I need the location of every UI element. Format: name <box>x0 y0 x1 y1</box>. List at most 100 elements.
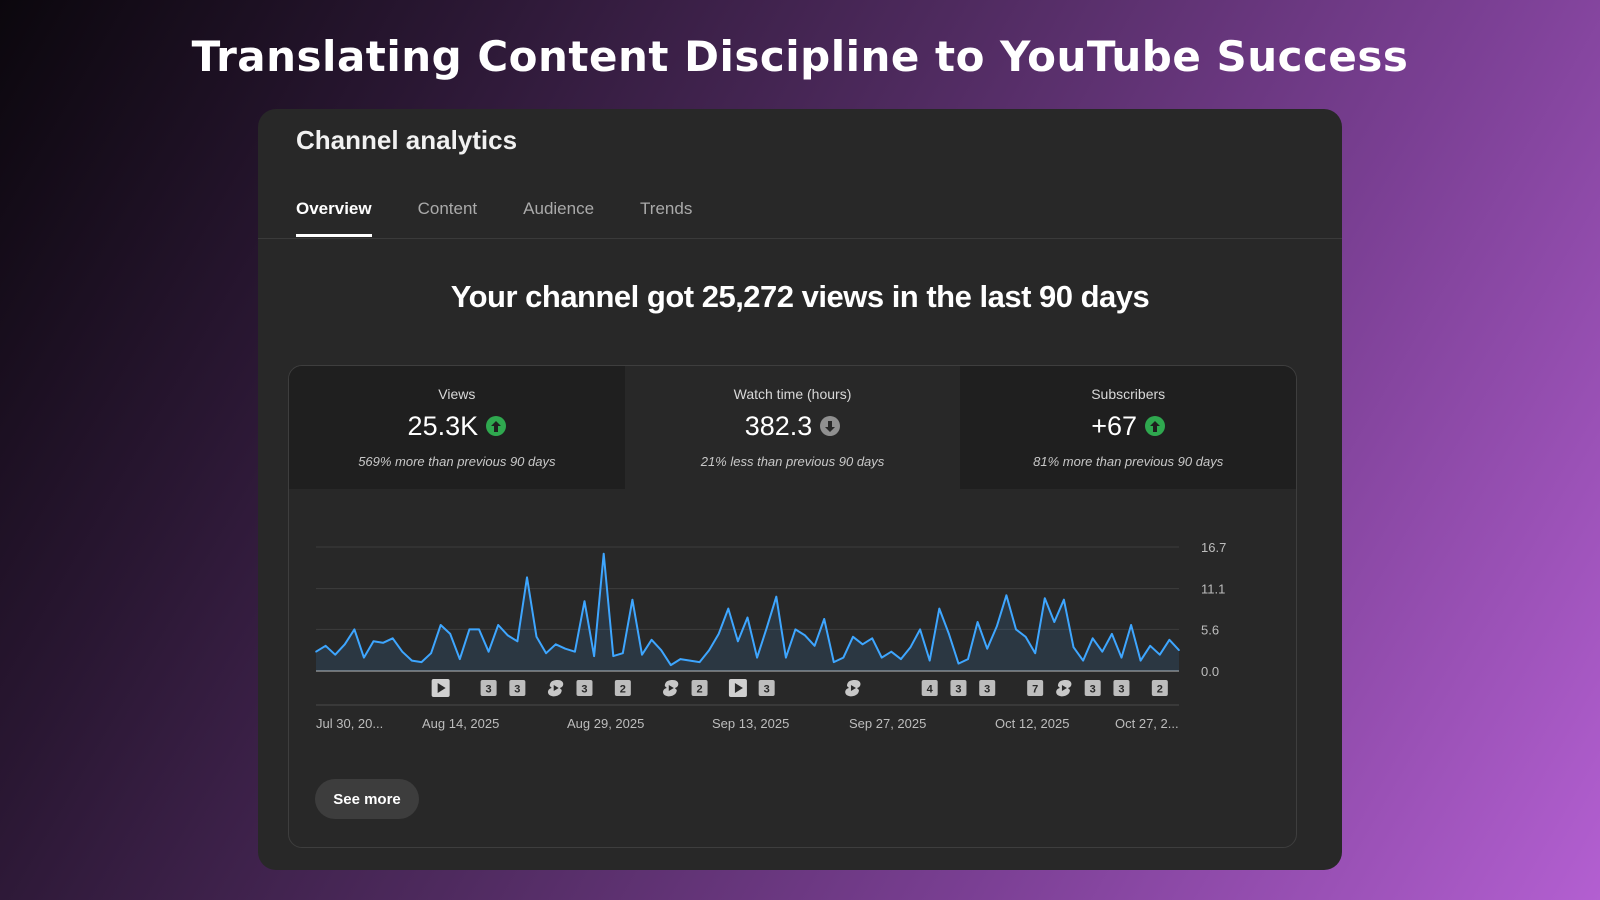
upload-count-marker <box>1113 680 1130 696</box>
upload-count-label: 3 <box>764 684 770 696</box>
data-point <box>756 656 758 659</box>
upload-count-marker <box>979 680 996 696</box>
data-point <box>1178 649 1180 651</box>
upload-count-label: 3 <box>1118 684 1124 696</box>
data-point <box>1024 636 1027 638</box>
slide-title: Translating Content Discipline to YouTub… <box>191 32 1409 81</box>
data-point <box>430 652 432 654</box>
data-point <box>948 633 950 635</box>
data-point <box>823 618 825 620</box>
tab-overview[interactable]: Overview <box>296 199 372 239</box>
data-point <box>660 649 662 651</box>
x-tick-label: Jul 30, 20... <box>316 716 383 731</box>
data-point <box>324 645 327 647</box>
data-point <box>698 661 701 663</box>
views-chart[interactable]: 16.7 11.1 5.6 0.0 3 3 3 2 2 3 4 3 3 7 3 3 2 Jul 30, 20...… <box>289 489 1297 769</box>
upload-count-label: 2 <box>620 684 626 696</box>
data-point <box>1149 645 1151 647</box>
upload-count-marker <box>480 680 497 696</box>
data-point <box>1005 594 1008 597</box>
data-point <box>574 650 576 653</box>
upload-count-label: 2 <box>696 684 702 696</box>
data-point <box>315 650 317 653</box>
play-icon <box>734 683 743 693</box>
overview-card: Views 25.3K 569% more than previous 90 d… <box>288 365 1297 848</box>
data-point <box>583 600 586 602</box>
data-point <box>670 664 672 666</box>
data-point <box>1063 598 1065 601</box>
arrow-down-icon <box>820 416 841 436</box>
y-tick-label: 11.1 <box>1201 582 1225 597</box>
data-point <box>631 598 634 601</box>
data-point <box>353 628 356 631</box>
data-point <box>804 634 806 637</box>
tab-trends[interactable]: Trends <box>640 199 693 218</box>
upload-count-label: 3 <box>486 684 492 696</box>
upload-count-label: 4 <box>927 684 934 696</box>
metric-views[interactable]: Views 25.3K 569% more than previous 90 d… <box>289 366 625 489</box>
see-more-button[interactable]: See more <box>315 779 419 819</box>
channel-analytics-panel: Channel analytics Overview Content Audie… <box>258 109 1342 870</box>
data-point <box>775 595 778 598</box>
data-point <box>650 639 653 641</box>
data-point <box>708 649 710 651</box>
data-point <box>545 652 547 654</box>
upload-count-marker <box>614 680 631 696</box>
data-point <box>612 655 615 657</box>
upload-count-marker <box>1027 680 1044 696</box>
data-point <box>976 621 979 623</box>
metric-watch-time[interactable]: Watch time (hours) 382.3 21% less than p… <box>624 366 961 489</box>
upload-count-label: 3 <box>984 684 990 696</box>
data-point <box>1015 628 1017 631</box>
tabs-divider <box>258 238 1342 239</box>
data-point <box>785 656 787 659</box>
data-point <box>871 637 873 640</box>
data-point <box>487 650 490 653</box>
data-point <box>1034 652 1036 654</box>
y-tick-label: 5.6 <box>1201 622 1219 637</box>
data-point <box>996 625 998 628</box>
data-point <box>363 656 365 659</box>
data-point <box>842 656 845 659</box>
data-point <box>1072 646 1075 648</box>
data-point <box>1111 633 1113 635</box>
data-point <box>564 647 567 650</box>
data-point <box>468 628 471 631</box>
views-area <box>316 553 1179 671</box>
data-point <box>382 642 384 644</box>
data-point <box>372 640 375 643</box>
upload-count-marker <box>1151 680 1168 696</box>
data-point <box>957 662 960 665</box>
data-point <box>602 552 605 555</box>
tab-bar: Overview Content Audience Trends <box>296 199 738 239</box>
upload-count-label: 3 <box>581 684 587 696</box>
data-point <box>334 653 336 656</box>
data-point <box>890 650 893 653</box>
arrow-up-icon <box>1145 416 1166 436</box>
data-point <box>765 627 768 629</box>
upload-count-marker <box>921 680 938 696</box>
data-point <box>1101 650 1104 653</box>
metric-label: Subscribers <box>1091 386 1166 402</box>
data-point <box>737 640 739 643</box>
tab-audience[interactable]: Audience <box>523 199 595 218</box>
x-tick-label: Sep 27, 2025 <box>849 716 926 731</box>
metric-label: Views <box>438 386 476 402</box>
metric-note: 21% less than previous 90 days <box>700 454 885 469</box>
metric-note: 81% more than previous 90 days <box>1033 454 1224 469</box>
shorts-play-icon <box>850 685 856 691</box>
data-point <box>909 646 912 648</box>
data-point <box>1139 659 1142 662</box>
data-point <box>344 643 346 646</box>
data-point <box>900 658 902 660</box>
x-tick-label: Oct 27, 2... <box>1115 716 1179 731</box>
tab-content[interactable]: Content <box>417 199 478 218</box>
data-point <box>622 652 624 654</box>
data-point <box>401 650 404 653</box>
metric-label: Watch time (hours) <box>733 386 852 402</box>
data-point <box>727 607 730 610</box>
shorts-play-icon <box>553 685 559 691</box>
metric-subscribers[interactable]: Subscribers +67 81% more than previous 9… <box>960 366 1296 489</box>
metric-cards: Views 25.3K 569% more than previous 90 d… <box>289 366 1296 489</box>
upload-count-label: 3 <box>1090 684 1096 696</box>
